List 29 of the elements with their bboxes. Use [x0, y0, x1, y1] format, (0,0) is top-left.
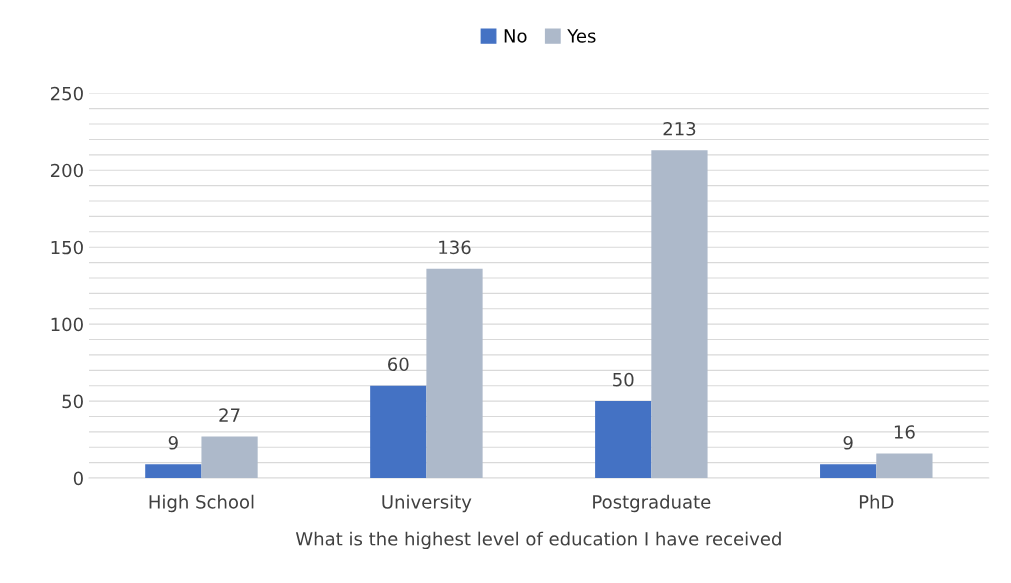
bar: [201, 436, 258, 479]
legend-label: No: [504, 29, 527, 43]
bar: [651, 150, 708, 479]
y-tick-label: 150: [51, 240, 83, 255]
y-tick-label: 200: [50, 163, 83, 178]
data-label: 9: [843, 435, 853, 450]
x-tick-label: High School: [149, 494, 254, 513]
data-label: 9: [168, 435, 178, 450]
bar: [595, 401, 652, 479]
y-tick-label: 50: [62, 394, 83, 409]
x-tick-label: Postgraduate: [593, 494, 711, 513]
bar: [370, 385, 427, 479]
data-label: 136: [439, 240, 471, 255]
bar: [820, 464, 877, 479]
y-tick-label: 100: [51, 317, 83, 332]
bar: [145, 464, 202, 479]
legend-label: Yes: [567, 29, 596, 43]
data-label: 60: [388, 357, 409, 372]
data-label: 27: [219, 408, 240, 422]
data-label: 213: [663, 121, 696, 136]
y-tick-label: 0: [73, 471, 83, 486]
data-label: 16: [894, 425, 915, 439]
bar: [426, 268, 483, 479]
x-tick-label: University: [382, 494, 472, 513]
x-tick-label: PhD: [859, 494, 894, 509]
x-axis-title: What is the highest level of education I have received: [295, 531, 781, 550]
bar: [876, 453, 933, 479]
y-tick-label: 250: [50, 86, 83, 101]
data-label: 50: [613, 372, 634, 387]
